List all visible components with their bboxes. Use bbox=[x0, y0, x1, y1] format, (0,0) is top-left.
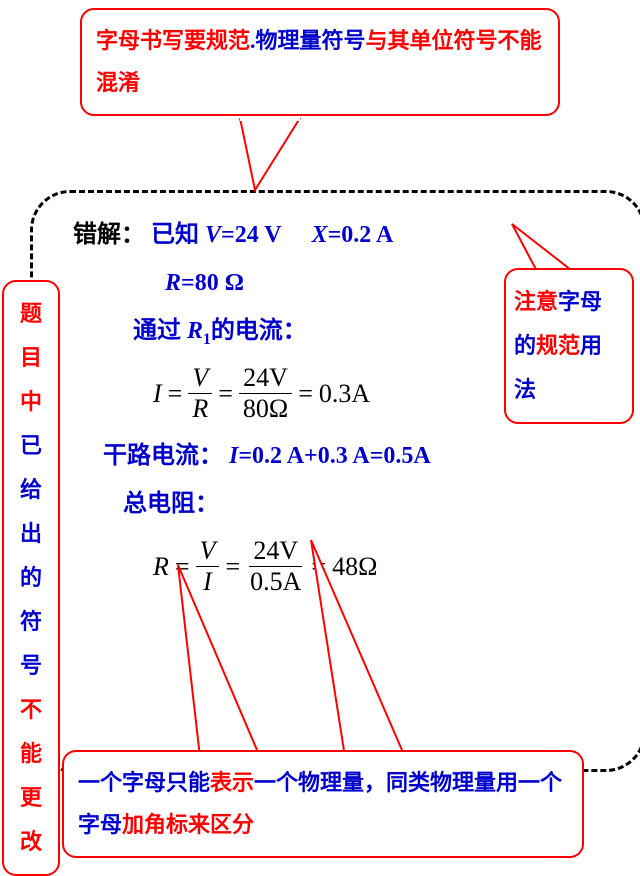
eq2-f2n: 24V bbox=[249, 536, 302, 567]
rc3: 规范 bbox=[536, 333, 580, 358]
lc10: 不 bbox=[10, 688, 52, 732]
lc8: 符 bbox=[10, 600, 52, 644]
label-wrong: 错解： bbox=[73, 222, 145, 248]
right-callout: 注意字母的规范用法 bbox=[504, 268, 634, 424]
eq2-f1n: V bbox=[196, 536, 220, 567]
line-trunk: 干路电流： I=0.2 A+0.3 A=0.5A bbox=[103, 432, 623, 480]
eq1-eq1: = bbox=[168, 379, 183, 409]
lc12: 更 bbox=[10, 776, 52, 820]
eq2-frac1: V I bbox=[196, 536, 220, 597]
lc11: 能 bbox=[10, 732, 52, 776]
lc1: 题 bbox=[10, 292, 52, 336]
v-sym: V bbox=[205, 222, 221, 248]
eq2-eq3: = bbox=[311, 552, 326, 582]
bc5: 加角标来区分 bbox=[122, 812, 254, 837]
trunk-I: I bbox=[229, 443, 238, 469]
r-sym: R bbox=[165, 270, 181, 296]
v-val: =24 V bbox=[221, 222, 282, 248]
bc1: 一个字母只能 bbox=[78, 770, 210, 795]
cr1-c: 的电流： bbox=[211, 318, 307, 344]
eq1-eq2: = bbox=[218, 379, 233, 409]
eq1-frac2: 24V 80Ω bbox=[239, 363, 292, 424]
given-prefix: 已知 bbox=[151, 222, 205, 248]
lc3: 中 bbox=[10, 380, 52, 424]
line-total-r: 总电阻： bbox=[123, 480, 623, 528]
left-callout: 题 目 中 已 给 出 的 符 号 不 能 更 改 bbox=[2, 280, 60, 876]
eq1-f2n: 24V bbox=[239, 363, 292, 394]
cr1-b: R bbox=[187, 318, 203, 344]
top-pointer-icon bbox=[210, 118, 330, 198]
equation-2: R = V I = 24V 0.5A = 48Ω bbox=[153, 536, 623, 597]
line-given: 错解： 已知 V=24 V X=0.2 A bbox=[73, 211, 623, 259]
eq2-eq1: = bbox=[175, 552, 190, 582]
total-r-label: 总电阻： bbox=[123, 491, 219, 517]
lc13: 改 bbox=[10, 820, 52, 864]
top-seg1: 字母书写要规范 bbox=[96, 28, 250, 53]
eq2-lhs: R bbox=[153, 552, 169, 582]
bc2: 表示 bbox=[210, 770, 254, 795]
eq2-rhs: 48Ω bbox=[332, 552, 377, 582]
bc3: 一个物理量， bbox=[254, 770, 386, 795]
lc9: 号 bbox=[10, 644, 52, 688]
top-seg4: 与其单位符号 bbox=[366, 28, 498, 53]
lc7: 的 bbox=[10, 556, 52, 600]
eq1-f1d: R bbox=[188, 394, 212, 424]
trunk-label: 干路电流： bbox=[103, 443, 223, 469]
rc1: 注意 bbox=[514, 289, 558, 314]
x-val: =0.2 A bbox=[328, 222, 394, 248]
cr1-sub: 1 bbox=[203, 331, 211, 348]
x-sym: X bbox=[312, 222, 328, 248]
eq1-lhs: I bbox=[153, 379, 162, 409]
eq2-frac2: 24V 0.5A bbox=[246, 536, 305, 597]
eq2-f2d: 0.5A bbox=[246, 567, 305, 597]
top-callout: 字母书写要规范.物理量符号与其单位符号不能混淆 bbox=[80, 8, 560, 116]
eq1-rhs: 0.3A bbox=[319, 379, 370, 409]
lc4: 已 bbox=[10, 424, 52, 468]
trunk-val: =0.2 A+0.3 A=0.5A bbox=[238, 443, 430, 469]
eq1-frac1: V R bbox=[188, 363, 212, 424]
cr1-a: 通过 bbox=[133, 318, 187, 344]
lc5: 给 bbox=[10, 468, 52, 512]
eq1-f2d: 80Ω bbox=[239, 394, 292, 424]
lc2: 目 bbox=[10, 336, 52, 380]
top-seg3: 物理量符号 bbox=[256, 28, 366, 53]
eq2-f1d: I bbox=[199, 567, 216, 597]
lc6: 出 bbox=[10, 512, 52, 556]
eq1-eq3: = bbox=[298, 379, 313, 409]
r-val: =80 Ω bbox=[181, 270, 244, 296]
eq2-eq2: = bbox=[225, 552, 240, 582]
eq1-f1n: V bbox=[188, 363, 212, 394]
bottom-callout: 一个字母只能表示一个物理量，同类物理量用一个字母加角标来区分 bbox=[62, 750, 584, 858]
